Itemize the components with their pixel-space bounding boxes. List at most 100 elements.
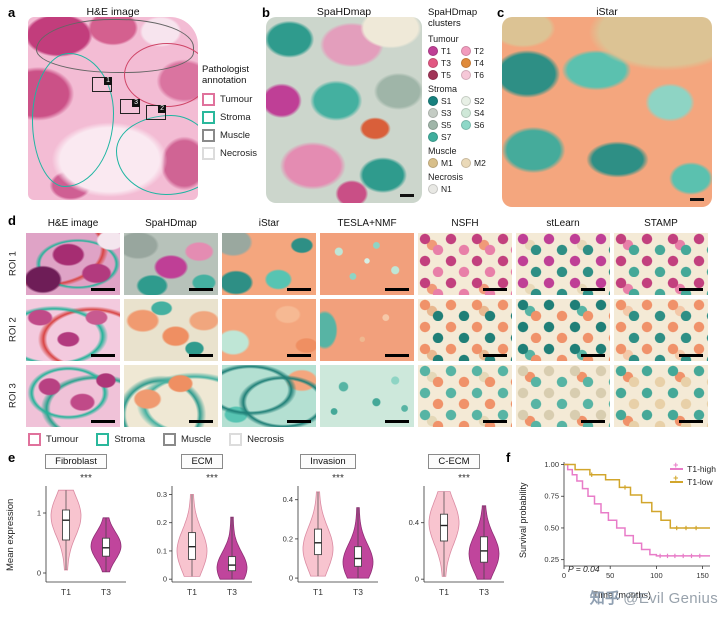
cluster-color-dot [428, 157, 438, 168]
survival-legend: T1-high T1-low [670, 460, 716, 487]
roi2-istar-image [222, 299, 316, 361]
cluster-color-dot [428, 183, 438, 194]
roi-number: 3 [132, 99, 140, 107]
cluster-legend-item: S6 [461, 119, 492, 130]
panel-b-title: SpaHDmap [316, 6, 372, 18]
legend-label: Stroma [220, 111, 251, 123]
roi-marker: 1 [92, 77, 112, 92]
necrosis-cluster-items: N1 [428, 183, 492, 194]
survival-legend-item: T1-high [670, 460, 716, 474]
method-column-header: iStar [258, 218, 280, 229]
spahdmap-image [266, 17, 422, 203]
cluster-label: S5 [441, 119, 452, 130]
roi1-stamp-image [614, 233, 708, 295]
violin-subplot: ECM 0 0.1 0.2 0.3 T1 T3 *** [146, 454, 258, 600]
roi2-he-image [26, 299, 120, 361]
cluster-color-dot [428, 57, 438, 68]
roi-marker: 3 [120, 99, 140, 114]
roi2-stamp-image [614, 299, 708, 361]
method-column-header: H&E image [47, 218, 99, 229]
svg-text:T1: T1 [439, 587, 449, 597]
cluster-label: S6 [474, 119, 485, 130]
cluster-color-dot [428, 69, 438, 80]
svg-text:T3: T3 [353, 587, 363, 597]
legend-item: Tumour [202, 92, 266, 106]
legend-swatch [229, 433, 243, 446]
roi2-nsfh-image [418, 299, 512, 361]
roi3-stamp-image [614, 365, 708, 427]
clusters-group-muscle: Muscle [428, 145, 457, 156]
legend-item: Necrosis [202, 146, 266, 160]
cluster-legend-item: T1 [428, 45, 459, 56]
cluster-color-dot [461, 107, 471, 118]
cluster-legend-item: S5 [428, 119, 459, 130]
legend-item: Muscle [163, 433, 211, 446]
cluster-legend-item: M1 [428, 157, 459, 168]
cluster-label: T4 [474, 57, 484, 68]
cluster-legend-item: S7 [428, 131, 459, 142]
cluster-label: S4 [474, 107, 485, 118]
legend-label: Tumour [220, 93, 253, 105]
p-value: P = 0.04 [568, 564, 600, 574]
watermark: 知乎 @Evil Genius [590, 587, 718, 608]
svg-text:100: 100 [650, 571, 663, 580]
legend-label: Tumour [46, 434, 79, 445]
violin-chart: 0 0.2 0.4 T1 T3 *** [283, 473, 378, 597]
svg-text:150: 150 [696, 571, 709, 580]
survival-panel: Survival probability 0.25 0.50 0.75 1.00 0 50… [518, 452, 716, 618]
svg-text:T1: T1 [187, 587, 197, 597]
violin-chart: 0 0.4 T1 T3 *** [409, 473, 504, 597]
clusters-group-necrosis: Necrosis [428, 171, 464, 182]
cluster-label: S1 [441, 95, 452, 106]
roi2-tesla-nmf-image [320, 299, 414, 361]
cluster-label: M2 [474, 157, 486, 168]
svg-text:0: 0 [562, 571, 566, 580]
cluster-label: T5 [441, 69, 451, 80]
legend-item: Stroma [202, 110, 266, 124]
violin-chart: 0 0.1 0.2 0.3 T1 T3 *** [157, 473, 252, 597]
roi1-istar-image [222, 233, 316, 295]
cluster-label: N1 [441, 183, 452, 194]
svg-text:0.4: 0.4 [283, 495, 293, 504]
legend-swatch [163, 433, 177, 446]
svg-text:T3: T3 [479, 587, 489, 597]
he-image: 1 3 2 [28, 17, 198, 200]
panel-b-label: b [262, 5, 270, 20]
violin-y-axis-label: Mean expression [5, 498, 16, 572]
cluster-color-dot [461, 45, 471, 56]
cluster-legend-item: S2 [461, 95, 492, 106]
panel-a-label: a [8, 5, 16, 20]
roi-marker: 2 [146, 105, 166, 120]
pathologist-legend-items: Tumour Stroma Muscle Necrosis [202, 92, 266, 160]
method-column-header: SpaHDmap [145, 218, 197, 229]
svg-text:***: *** [332, 473, 344, 484]
svg-text:***: *** [80, 473, 92, 484]
cluster-legend-item: S1 [428, 95, 459, 106]
roi1-spahdmap-image [124, 233, 218, 295]
pathologist-legend-title: Pathologist annotation [202, 64, 250, 87]
clusters-legend-title: SpaHDmap clusters [428, 7, 478, 29]
violin-title: C-ECM [428, 454, 480, 469]
svg-text:1.00: 1.00 [544, 460, 559, 469]
svg-text:0.1: 0.1 [157, 546, 167, 555]
cluster-legend-item: T5 [428, 69, 459, 80]
violin-subplot: Invasion 0 0.2 0.4 T1 T3 *** [272, 454, 384, 600]
cluster-label: T3 [441, 57, 451, 68]
method-column-header: TESLA+NMF [337, 218, 397, 229]
panel-f-label: f [506, 450, 511, 465]
legend-item: Necrosis [229, 433, 284, 446]
muscle-cluster-items: M1 M2 [428, 157, 492, 168]
cluster-color-dot [428, 131, 438, 142]
survival-x-axis-label: Time (months) [593, 590, 651, 600]
cluster-label: S7 [441, 131, 452, 142]
violin-subplot: C-ECM 0 0.4 T1 T3 *** [398, 454, 510, 600]
svg-text:0: 0 [37, 569, 41, 578]
roi2-stlearn-image [516, 299, 610, 361]
method-column-header: STAMP [644, 218, 678, 229]
panel-d-label: d [8, 213, 16, 228]
violin-subplot: Fibroblast 0 1 T1 T3 *** [20, 454, 132, 600]
svg-text:T1: T1 [313, 587, 323, 597]
roi3-spahdmap-image [124, 365, 218, 427]
violin-title: Invasion [300, 454, 356, 469]
